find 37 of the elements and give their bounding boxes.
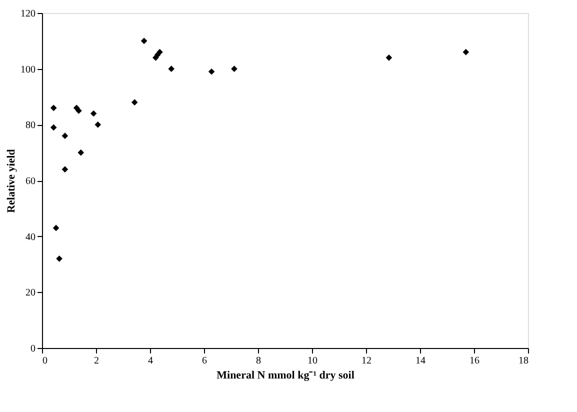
point xyxy=(156,48,163,56)
x-tick-label: 16 xyxy=(470,356,480,366)
x-tick-label: 8 xyxy=(256,356,261,366)
y-tick-label: 20 xyxy=(26,288,36,299)
x-tick-label: 2 xyxy=(94,356,99,366)
y-tick-label: 100 xyxy=(20,64,36,76)
point xyxy=(231,66,238,72)
point xyxy=(50,104,57,112)
y-tick-label: 60 xyxy=(26,176,36,187)
point xyxy=(90,110,97,117)
x-tick-label: 0 xyxy=(42,356,48,366)
x-tick-label: 14 xyxy=(416,356,426,366)
point xyxy=(94,122,102,128)
point xyxy=(78,149,84,156)
point xyxy=(62,166,68,172)
point xyxy=(168,66,174,72)
x-tick-label: 12 xyxy=(362,356,372,366)
x-tick-label: 6 xyxy=(202,356,207,366)
x-tick-label: 4 xyxy=(148,356,153,366)
y-tick-label: 0 xyxy=(30,344,36,354)
point xyxy=(62,132,68,139)
point xyxy=(52,224,60,232)
point xyxy=(76,108,82,114)
point xyxy=(386,54,392,61)
point xyxy=(131,99,138,106)
x-tick-label: 18 xyxy=(518,356,528,366)
x-tick-label: 10 xyxy=(308,356,318,366)
point xyxy=(208,68,215,75)
y-axis-title: Relative yield xyxy=(6,149,18,213)
y-tick-label: 120 xyxy=(20,8,36,20)
point xyxy=(56,256,62,262)
point xyxy=(140,38,148,44)
y-tick-label: 40 xyxy=(26,232,36,243)
x-axis-title: Mineral N mmol kg⁻¹ dry soil xyxy=(216,370,354,382)
point xyxy=(462,48,470,56)
y-tick-label: 80 xyxy=(26,120,36,132)
point xyxy=(50,124,57,131)
